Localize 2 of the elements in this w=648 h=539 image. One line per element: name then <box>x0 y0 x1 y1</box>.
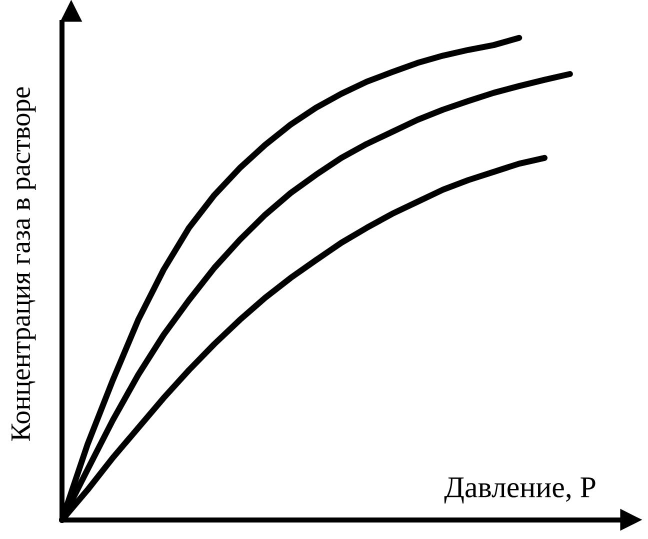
x-axis-title: Давление, Р <box>444 478 596 504</box>
y-axis-title: Концентрация газа в растворе <box>12 87 36 441</box>
